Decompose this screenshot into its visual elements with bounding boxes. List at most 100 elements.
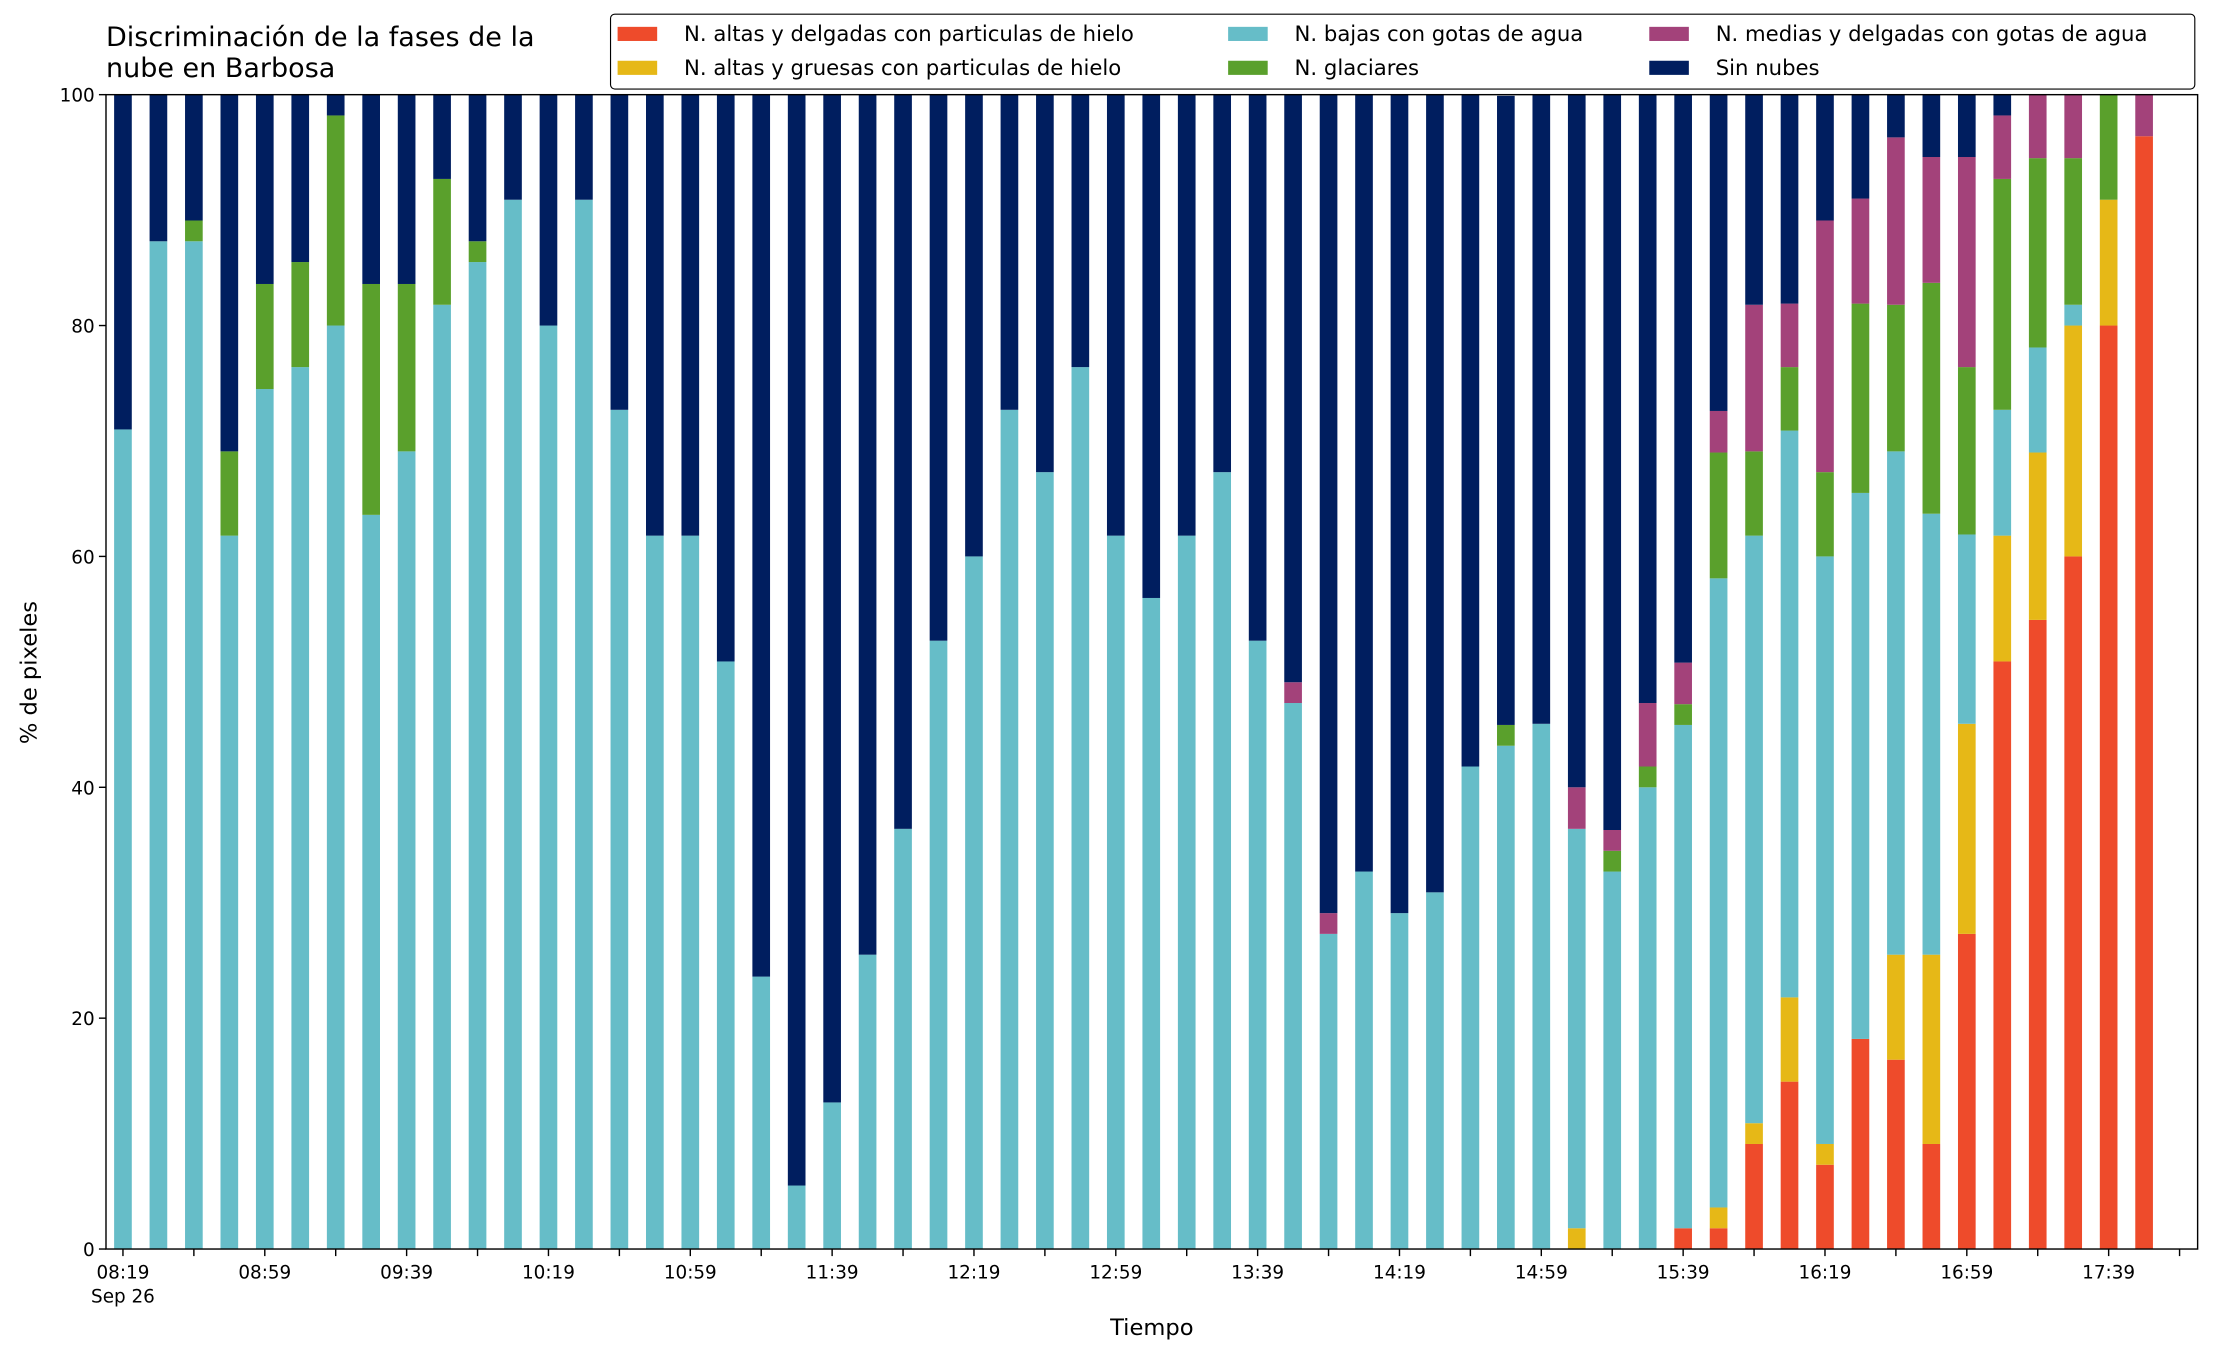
bar-segment	[1851, 303, 1870, 493]
bar-segment	[2064, 158, 2083, 305]
legend-label: Sin nubes	[1716, 55, 1820, 80]
bar-segment	[1816, 1143, 1834, 1165]
bar-segment	[1745, 451, 1763, 536]
bar-segment	[1851, 94, 1870, 199]
bar-segment	[858, 954, 877, 1250]
bar-segment	[220, 535, 239, 1250]
bar-segment	[1390, 94, 1409, 914]
bar-segment	[1709, 410, 1728, 453]
bar-segment	[291, 367, 310, 1250]
bar-segment	[965, 556, 983, 1250]
bar-segment	[610, 94, 629, 410]
bar-segment	[823, 94, 841, 1103]
x-tick-label: 15:39	[1657, 1263, 1710, 1284]
bar-segment	[1993, 178, 2012, 410]
bar-segment	[1887, 954, 1905, 1060]
bar-segment	[220, 94, 239, 452]
bar-segment	[2064, 325, 2083, 557]
bar-segment	[1993, 94, 2012, 116]
bar-segment	[1922, 1143, 1941, 1250]
bar-segment	[433, 94, 451, 179]
bar-segment	[1497, 95, 1515, 725]
bar-segment	[681, 535, 700, 1250]
x-date-label: Sep 26	[91, 1287, 155, 1308]
bar-segment	[1957, 723, 1976, 934]
bar-segment	[1567, 828, 1586, 1229]
bar-segment	[1532, 723, 1551, 1250]
bar-segment	[291, 262, 310, 368]
legend-swatch	[1228, 60, 1268, 75]
bar-segment	[2135, 136, 2153, 1250]
bar-segment	[1248, 94, 1267, 641]
bar-segment	[1851, 492, 1870, 1039]
bar-segment	[1674, 662, 1692, 705]
bar-segment	[1355, 871, 1373, 1250]
legend-label: N. bajas con gotas de agua	[1295, 21, 1584, 46]
bar-segment	[114, 429, 132, 1250]
bar-segment	[433, 304, 451, 1250]
x-tick-label: 17:39	[2082, 1263, 2135, 1284]
bar-segment	[1142, 597, 1161, 1250]
chart-title: Discriminación de la fases de la nube en…	[106, 22, 535, 84]
bar-segment	[291, 94, 310, 263]
bar-segment	[1355, 94, 1373, 872]
x-tick-label: 13:39	[1231, 1263, 1284, 1284]
bar-segment	[1957, 534, 1976, 724]
x-axis-label: Tiempo	[1109, 1315, 1193, 1341]
bar-segment	[1745, 535, 1763, 1124]
bar-segment	[1780, 1081, 1799, 1250]
bar-segment	[1957, 933, 1976, 1250]
bar-segment	[610, 409, 629, 1250]
bar-segment	[1922, 94, 1941, 158]
bar-segment	[1497, 745, 1515, 1250]
legend-box	[609, 13, 2196, 90]
bar-segment	[681, 94, 700, 536]
bar-segment	[185, 94, 203, 221]
legend-label: N. altas y delgadas con particulas de hi…	[684, 21, 1134, 46]
x-tick-label: 10:19	[522, 1263, 575, 1284]
bar-segment	[1000, 94, 1019, 410]
bar-segment	[2028, 347, 2047, 453]
bar-segment	[362, 514, 380, 1250]
bar-segment	[929, 94, 948, 641]
x-tick-label: 08:59	[238, 1263, 291, 1284]
bar-segment	[575, 94, 593, 200]
bar-segment	[1213, 94, 1232, 473]
bar-segment	[1957, 94, 1976, 158]
bar-segment	[2135, 94, 2153, 137]
bar-segment	[1709, 452, 1728, 579]
x-tick-label: 08:19	[96, 1263, 149, 1284]
bar-segment	[1567, 94, 1586, 788]
x-tick-label: 11:39	[806, 1263, 859, 1284]
bar-segment	[1638, 703, 1657, 767]
bar-segment	[1461, 94, 1480, 767]
bar-segment	[1319, 933, 1338, 1250]
bar-segment	[1284, 94, 1302, 683]
bar-segment	[2064, 556, 2083, 1250]
y-tick-label: 60	[71, 547, 94, 568]
bar-segment	[1461, 766, 1480, 1250]
bar-segment	[1780, 303, 1799, 368]
bar-segment	[255, 94, 274, 284]
bar-segment	[1390, 913, 1409, 1250]
bar-segment	[1709, 94, 1728, 411]
bar-segment	[1851, 198, 1870, 304]
bar-segment	[1957, 367, 1976, 535]
bar-segment	[1036, 94, 1054, 473]
bar-segment	[1248, 640, 1267, 1250]
bar-segment	[1745, 304, 1763, 452]
bar-segment	[1993, 115, 2012, 179]
bar-segment	[255, 283, 274, 390]
legend-swatch	[1649, 60, 1689, 75]
bar-segment	[1922, 954, 1941, 1144]
bar-segment	[894, 94, 912, 829]
bar-segment	[894, 828, 912, 1250]
bar-segment	[1780, 94, 1799, 304]
bar-segment	[539, 325, 558, 1250]
bar-segment	[646, 94, 664, 536]
bar-segment	[2099, 325, 2118, 1250]
bar-segment	[326, 325, 345, 1250]
bar-segment	[1567, 787, 1586, 829]
bar-segment	[1532, 94, 1551, 724]
